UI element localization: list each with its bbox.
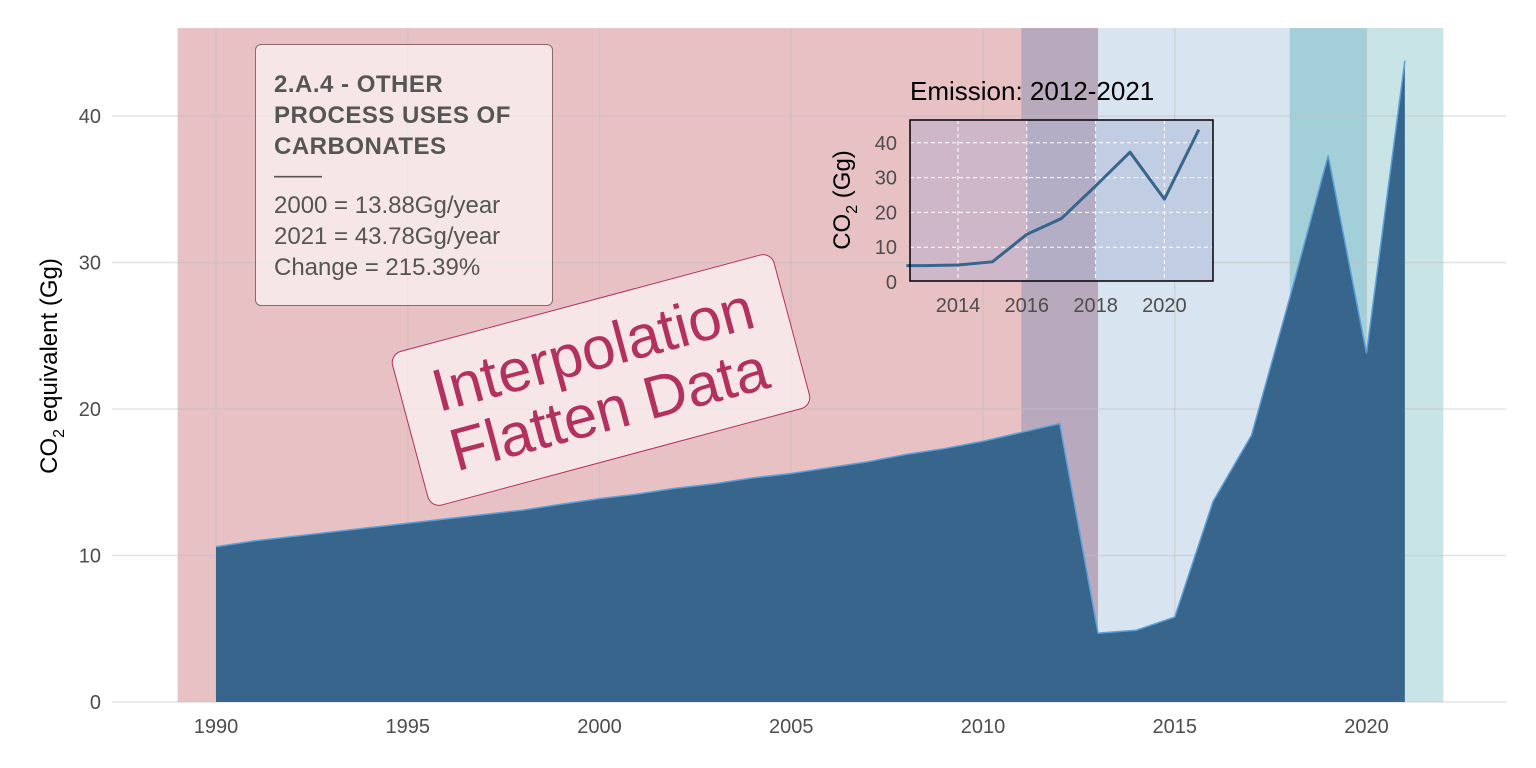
y-tick-label: 10	[79, 546, 101, 568]
inset-background-bands	[910, 120, 1213, 281]
inset-x-tick-labels: 2014 2016 2018 2020	[936, 295, 1187, 317]
emission-area	[216, 60, 1405, 703]
main-y-axis-label: CO2 equivalent (Gg)	[36, 258, 68, 474]
divider-rule: ——	[274, 162, 322, 189]
summary-info-box: 2.A.4 - OTHER PROCESS USES OF CARBONATES…	[255, 44, 553, 306]
inset-background-band	[1026, 120, 1096, 281]
x-tick-label: 2005	[769, 716, 814, 738]
x-tick-label: 2020	[1344, 716, 1389, 738]
x-tick-label: 2015	[1153, 716, 1198, 738]
inset-title: Emission: 2012-2021	[910, 76, 1154, 106]
inset-emission-line	[906, 128, 1201, 268]
inset-y-tick-label: 20	[875, 202, 897, 224]
inset-x-tick-label: 2014	[936, 295, 981, 317]
inset-frame	[909, 119, 1214, 282]
inset-y-tick-label: 40	[875, 133, 897, 155]
inset-y-axis-label: CO2 (Gg)	[829, 150, 861, 250]
inset-y-tick-label: 0	[886, 272, 897, 294]
y-tick-label: 0	[90, 692, 101, 714]
main-area-series	[215, 60, 1406, 703]
inset-x-tick-label: 2020	[1142, 295, 1187, 317]
category-title: 2.A.4 - OTHER PROCESS USES OF CARBONATES	[274, 69, 534, 162]
x-tick-label: 2010	[961, 716, 1006, 738]
category-title-line: 2.A.4 - OTHER	[274, 71, 444, 98]
y-tick-label: 20	[79, 399, 101, 421]
inset-background-band	[910, 120, 1027, 281]
inset-y-tick-label: 30	[875, 168, 897, 190]
category-title-line: CARBONATES	[274, 133, 447, 160]
inset-y-tick-labels: 0 10 20 30 40	[875, 133, 897, 294]
category-title-line: PROCESS USES OF	[274, 102, 511, 129]
inset-x-tick-label: 2016	[1005, 295, 1050, 317]
inset-background-band	[1095, 120, 1213, 281]
emission-area-outline	[215, 60, 1406, 634]
y-tick-label: 40	[79, 106, 101, 128]
value-2021: 2021 = 43.78Gg/year	[274, 223, 501, 250]
x-tick-label: 1990	[194, 716, 239, 738]
inset-x-tick-label: 2018	[1073, 295, 1118, 317]
main-x-tick-labels: 1990 1995 2000 2005 2010 2015 2020	[194, 716, 1389, 738]
x-tick-label: 1995	[386, 716, 431, 738]
y-tick-label: 30	[79, 253, 101, 275]
inset-chart: Emission: 2012-2021 2014 2016 2018 2020 0 10…	[829, 76, 1214, 317]
change-percent: Change = 215.39%	[274, 254, 481, 281]
main-y-tick-labels: 0 10 20 30 40	[79, 106, 101, 714]
inset-y-tick-label: 10	[875, 237, 897, 259]
x-tick-label: 2000	[577, 716, 622, 738]
value-2000: 2000 = 13.88Gg/year	[274, 192, 501, 219]
inset-line-series	[906, 128, 1201, 268]
